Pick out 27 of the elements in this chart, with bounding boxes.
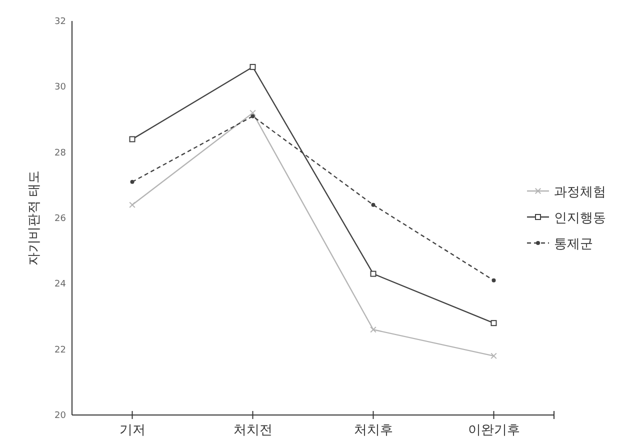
point: [371, 202, 376, 207]
point: [490, 352, 497, 359]
y-tick-label: 30: [54, 82, 66, 93]
legend-label: 인지행동: [554, 211, 606, 226]
legend-label: 통제군: [554, 237, 593, 252]
point: [129, 202, 136, 208]
point: [490, 320, 497, 326]
y-tick-label: 20: [54, 411, 66, 421]
y-tick-label: 24: [54, 280, 66, 290]
point: [370, 270, 376, 277]
point: [130, 180, 134, 184]
legend-label: 과정체험: [554, 185, 606, 200]
x-tick-label: 이완기후: [468, 423, 520, 438]
y-tick-label: 28: [54, 148, 66, 158]
point: [250, 114, 255, 118]
y-tick-label: 22: [54, 345, 66, 356]
y-axis-title: 자기비판적 태도: [27, 170, 42, 266]
x-tick-label: 처치후: [354, 423, 393, 438]
point: [129, 136, 136, 142]
point: [250, 110, 256, 116]
x-tick-label: 처치전: [233, 423, 272, 438]
point: [250, 64, 256, 70]
y-tick-label: 32: [54, 17, 66, 27]
x-tick-label: 기저: [119, 423, 146, 438]
point: [492, 278, 496, 282]
point: [370, 326, 376, 333]
y-tick-label: 26: [54, 214, 66, 224]
